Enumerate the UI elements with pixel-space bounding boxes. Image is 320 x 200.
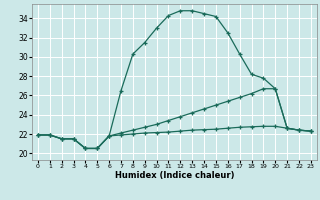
X-axis label: Humidex (Indice chaleur): Humidex (Indice chaleur): [115, 171, 234, 180]
